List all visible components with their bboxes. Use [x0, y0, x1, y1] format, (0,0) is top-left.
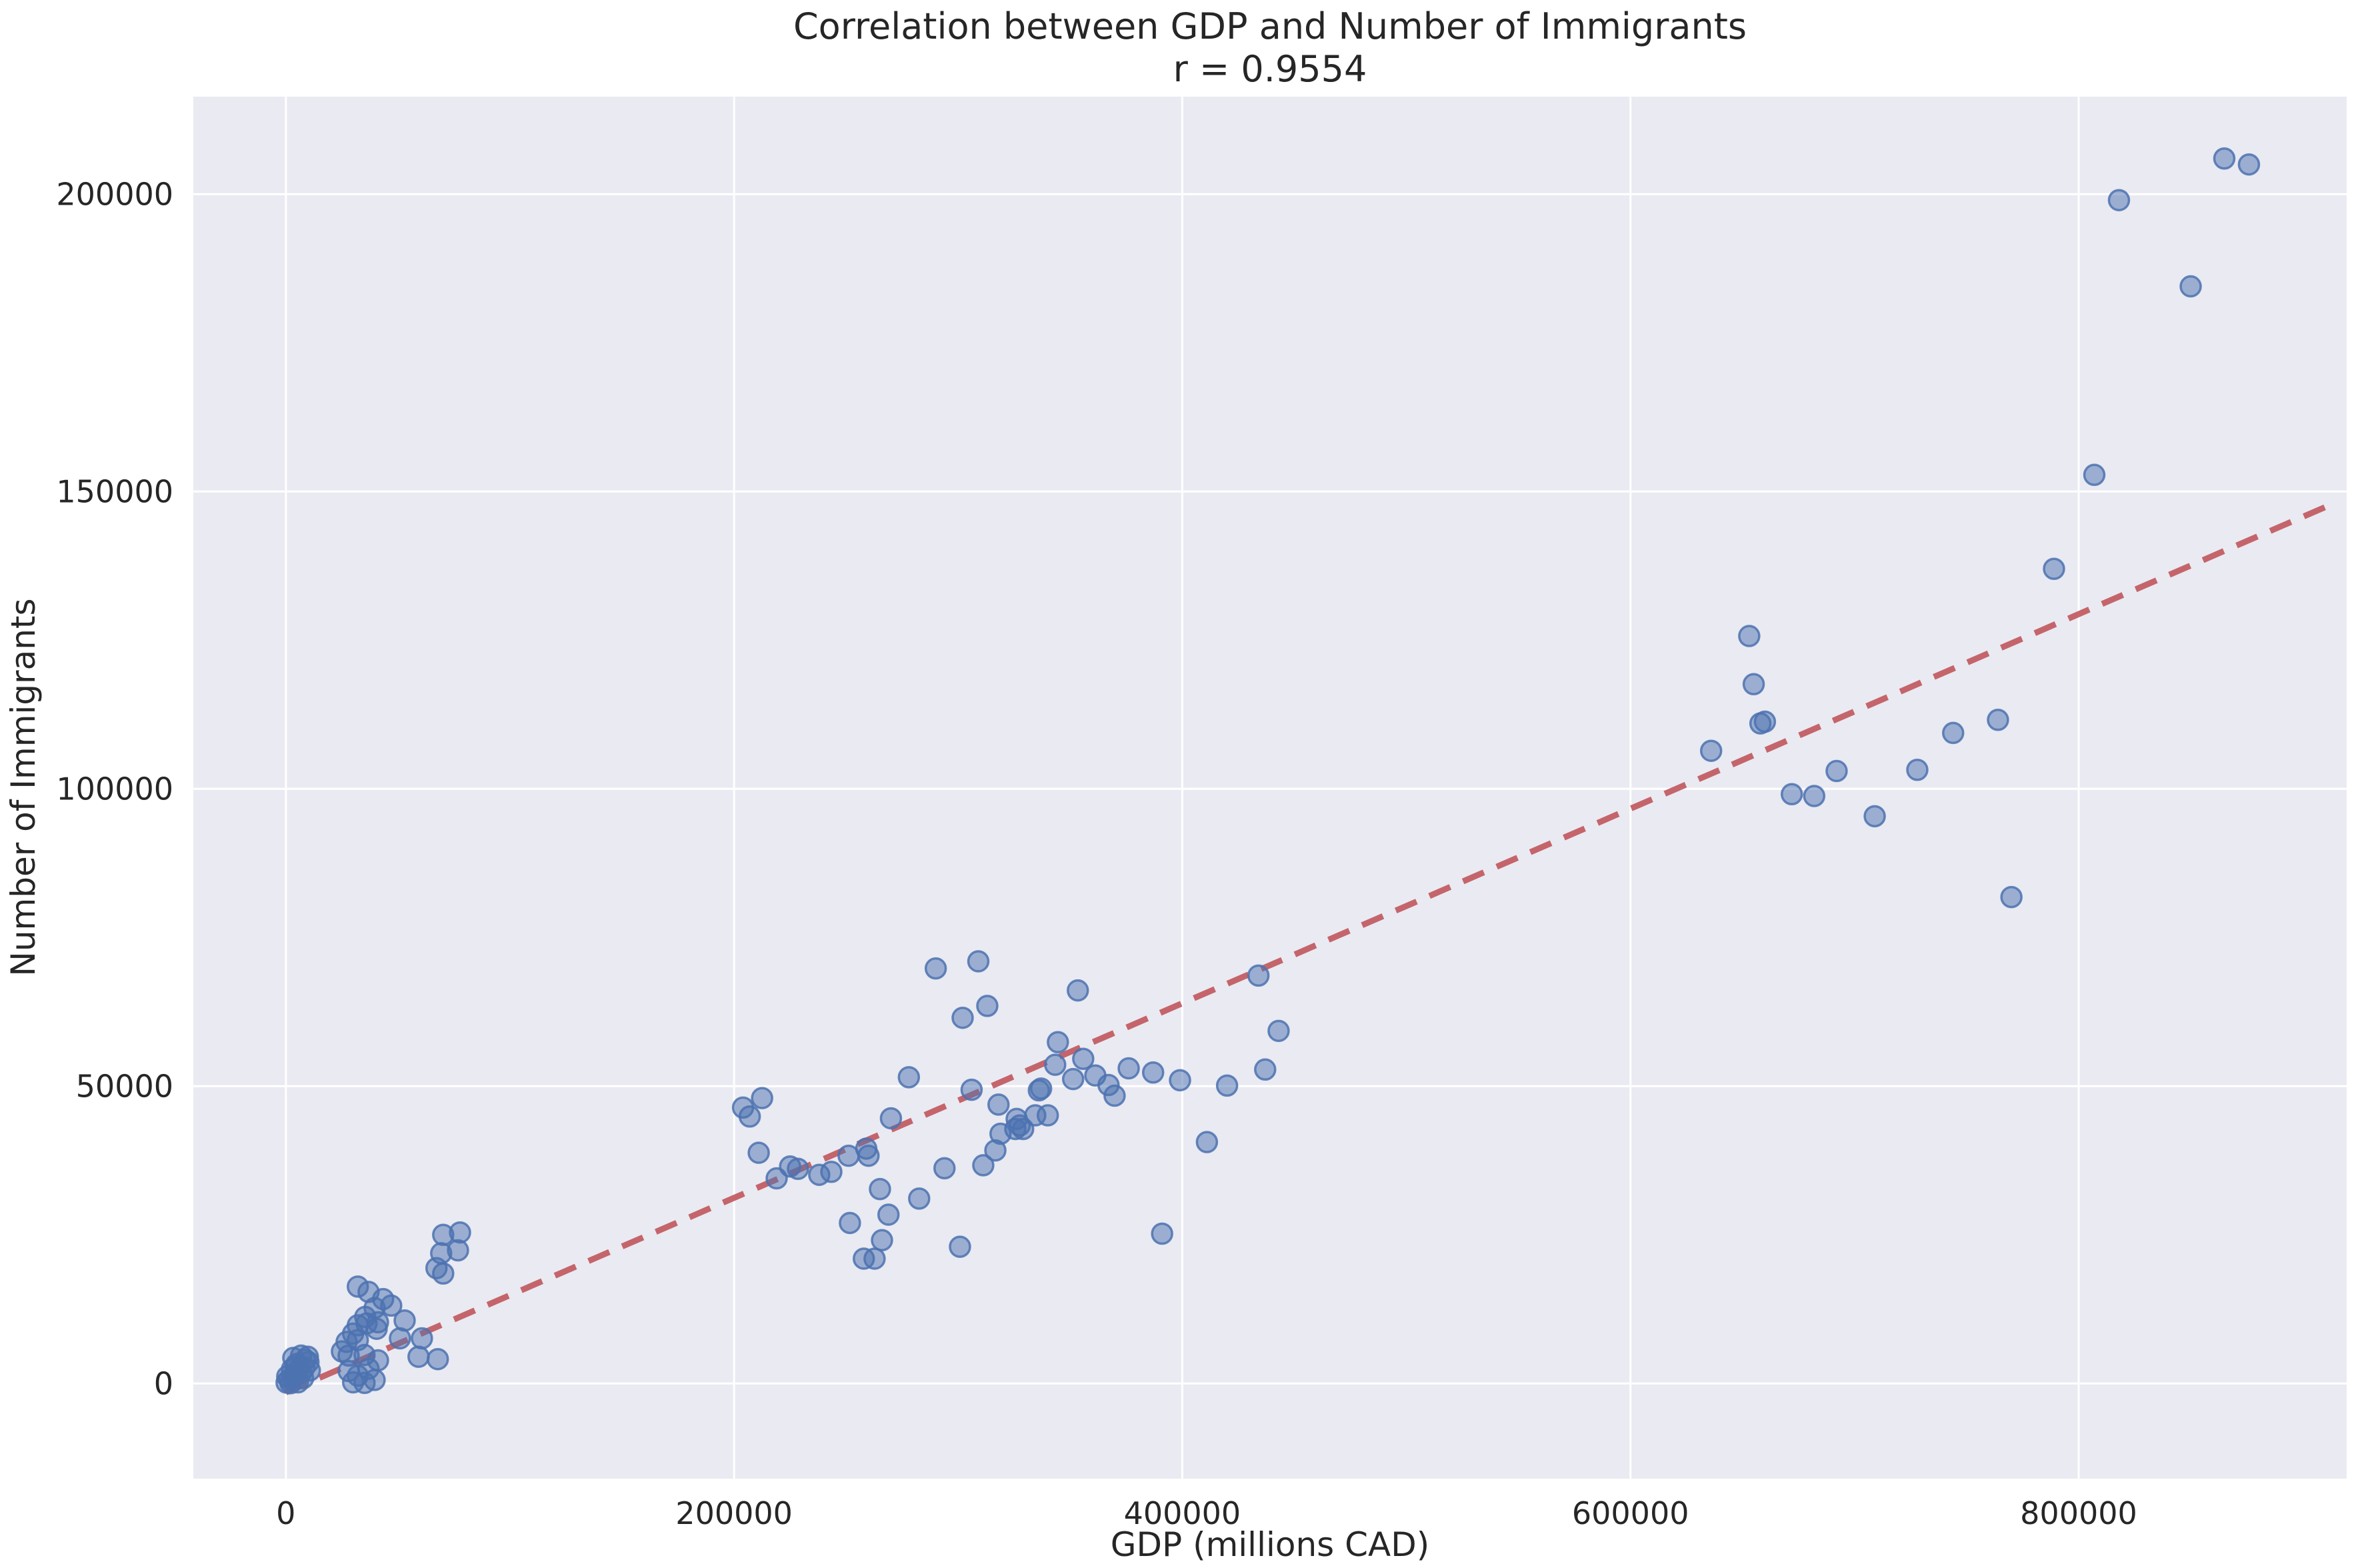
scatter-point	[972, 1154, 995, 1177]
scatter-point	[363, 1369, 386, 1391]
scatter-point	[2213, 147, 2236, 170]
x-axis-label: GDP (millions CAD)	[1111, 1525, 1429, 1564]
scatter-point	[432, 1262, 455, 1285]
scatter-point	[1195, 1131, 1219, 1153]
y-tick-label: 150000	[56, 473, 173, 509]
scatter-point	[897, 1066, 921, 1089]
scatter-point	[2237, 153, 2261, 176]
scatter-point	[751, 1087, 773, 1109]
scatter-point	[1151, 1222, 1173, 1245]
scatter-point	[871, 1229, 893, 1252]
scatter-point	[389, 1327, 411, 1350]
scatter-point	[1036, 1104, 1059, 1127]
axes-background	[193, 97, 2347, 1479]
scatter-point	[738, 1105, 761, 1128]
scatter-point	[426, 1347, 449, 1371]
scatter-point	[908, 1187, 931, 1210]
scatter-point	[449, 1221, 471, 1244]
scatter-point	[2107, 189, 2131, 211]
y-tick-label: 50000	[76, 1068, 173, 1104]
scatter-point	[951, 1006, 974, 1029]
scatter-point	[411, 1327, 433, 1350]
scatter-point	[1753, 710, 1777, 733]
scatter-point	[1067, 979, 1089, 1002]
x-tick-label: 800000	[2020, 1495, 2137, 1531]
x-tick-label: 0	[276, 1495, 295, 1531]
scatter-point	[967, 950, 990, 973]
scatter-point	[1738, 625, 1761, 647]
scatter-point	[960, 1078, 983, 1101]
scatter-point	[863, 1247, 886, 1270]
scatter-point	[1825, 759, 1848, 783]
scatter-point	[747, 1141, 770, 1164]
scatter-point	[407, 1345, 430, 1368]
y-tick-label: 0	[154, 1365, 173, 1401]
y-tick-label: 200000	[56, 176, 173, 212]
scatter-point	[1011, 1117, 1035, 1141]
scatter-point	[1941, 721, 1965, 745]
scatter-point	[1169, 1069, 1191, 1092]
scatter-point	[869, 1177, 891, 1201]
scatter-point	[367, 1349, 389, 1372]
scatter-point	[1047, 1031, 1069, 1054]
scatter-point	[2179, 275, 2202, 298]
scatter-point	[933, 1157, 956, 1180]
scatter-point	[1803, 785, 1826, 807]
scatter-point	[924, 957, 947, 980]
scatter-point	[281, 1367, 304, 1390]
scatter-point	[1029, 1077, 1053, 1100]
scatter-point	[2083, 463, 2106, 487]
scatter-point	[1215, 1074, 1239, 1097]
scatter-point	[787, 1157, 809, 1181]
scatter-point	[1141, 1061, 1165, 1084]
scatter-point	[855, 1137, 878, 1160]
scatter-point	[1072, 1047, 1095, 1071]
scatter-point	[1699, 739, 1723, 762]
scatter-point	[820, 1160, 843, 1183]
x-tick-label: 400000	[1124, 1495, 1241, 1531]
scatter-point	[949, 1235, 971, 1258]
trendline	[285, 501, 2333, 1395]
scatter-point	[2043, 557, 2065, 580]
scatter-point	[1247, 964, 1270, 987]
x-tick-label: 200000	[675, 1495, 793, 1531]
chart-subtitle: r = 0.9554	[1173, 48, 1367, 90]
scatter-point	[1117, 1057, 1140, 1080]
scatter-point	[1780, 783, 1803, 806]
y-tick-label: 100000	[56, 771, 173, 807]
scatter-point	[987, 1093, 1010, 1116]
plot-area: 0 200000 400000 600000 800000 0 50000 100000 150…	[56, 97, 2347, 1531]
scatter-point	[2000, 885, 2023, 909]
scatter-point	[380, 1294, 403, 1317]
scatter-point	[1061, 1067, 1085, 1091]
y-axis-label: Number of Immigrants	[4, 598, 43, 976]
scatter-point	[976, 995, 999, 1017]
scatter-point	[1254, 1058, 1277, 1081]
scatter-point	[1987, 709, 2009, 731]
scatter-point	[1044, 1053, 1067, 1076]
scatter-point	[1267, 1019, 1290, 1043]
scatter-point	[1103, 1084, 1126, 1107]
scatter-point	[1742, 673, 1765, 696]
chart-title: Correlation between GDP and Number of Im…	[793, 5, 1747, 47]
scatter-point	[1863, 805, 1886, 828]
scatter-point	[839, 1211, 861, 1235]
scatter-point	[1906, 758, 1929, 781]
scatter-point	[331, 1340, 353, 1363]
x-tick-label: 600000	[1572, 1495, 1689, 1531]
scatter-point	[879, 1107, 903, 1130]
scatter-point	[877, 1203, 900, 1226]
